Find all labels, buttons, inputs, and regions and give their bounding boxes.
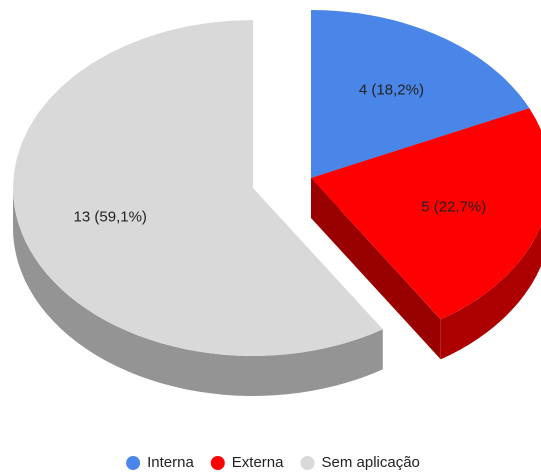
data-label: 4 (18,2%) [359,81,424,98]
legend-label: Interna [147,454,194,471]
slice-face [311,178,441,360]
data-label: 5 (22,7%) [421,198,486,215]
legend-label: Externa [232,454,284,471]
legend-swatch [210,456,225,470]
data-label: 13 (59,1%) [74,208,147,225]
legend-swatch [300,456,315,470]
slice [311,10,530,178]
legend-swatch [126,456,141,470]
slice [311,108,541,320]
slice [13,20,383,356]
legend-label: Sem aplicação [322,454,420,471]
slice-side [440,225,541,360]
slice-side [13,188,383,396]
